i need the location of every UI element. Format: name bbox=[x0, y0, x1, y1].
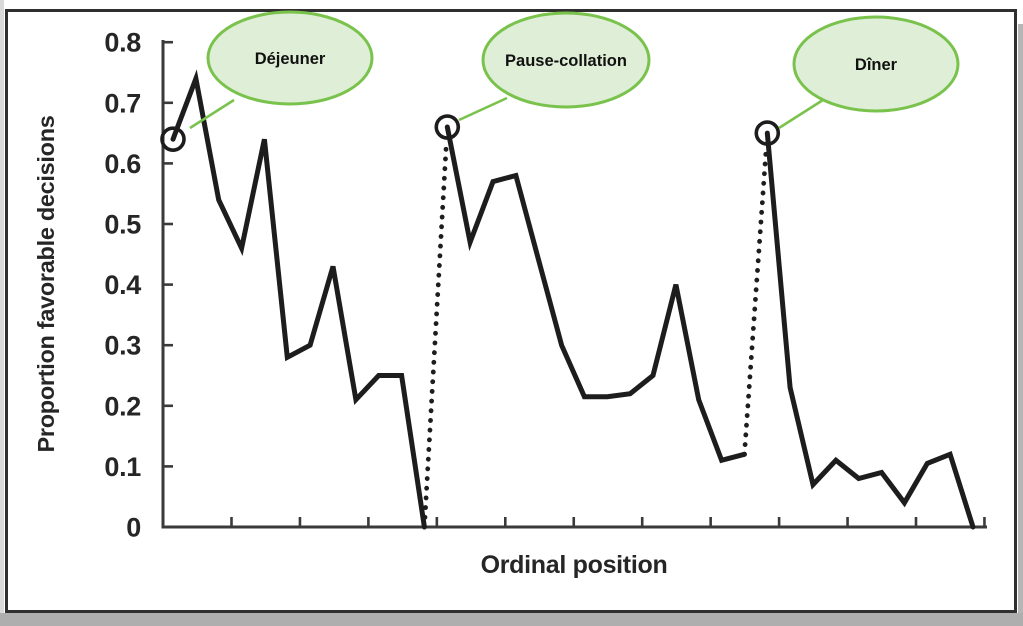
y-tick-label: 0.1 bbox=[104, 452, 141, 482]
y-tick-label: 0.5 bbox=[104, 210, 141, 240]
y-tick-label: 0.2 bbox=[104, 391, 141, 421]
callout-leader-line-3 bbox=[778, 98, 824, 130]
session-line-2 bbox=[444, 124, 747, 464]
session-start-marker-2 bbox=[434, 114, 461, 140]
page-margin-bottom bbox=[0, 613, 1023, 626]
session-start-marker-1 bbox=[160, 126, 186, 152]
session-connector-dotted-2 bbox=[742, 144, 769, 457]
session-start-marker-3 bbox=[754, 120, 781, 146]
session-line-3 bbox=[764, 130, 976, 530]
y-axis-title: Proportion favorable decisions bbox=[33, 115, 59, 452]
callout-ellipse-1 bbox=[206, 10, 374, 106]
session-line-1 bbox=[170, 69, 427, 530]
session-connector-dotted-1 bbox=[422, 138, 449, 530]
y-tick-label: 0.3 bbox=[104, 331, 141, 361]
page-margin-right bbox=[1018, 24, 1023, 626]
y-tick-label: 0.4 bbox=[104, 270, 141, 300]
y-tick-label: 0.8 bbox=[104, 28, 141, 58]
y-tick-label: 0.7 bbox=[104, 88, 141, 118]
y-tick-label: 0.6 bbox=[104, 149, 141, 179]
callout-leader-line-1 bbox=[189, 98, 235, 130]
callout-label-1: Déjeuner bbox=[255, 50, 326, 68]
x-axis-title: Ordinal position bbox=[481, 551, 668, 579]
callout-label-3: Dîner bbox=[855, 56, 898, 74]
y-tick-label: 0 bbox=[126, 513, 141, 543]
callout-ellipse-2 bbox=[481, 11, 651, 109]
callout-leader-line-2 bbox=[458, 96, 508, 122]
page-margin-left bbox=[0, 0, 4, 626]
callout-ellipse-3 bbox=[792, 15, 960, 113]
callout-label-2: Pause-collation bbox=[505, 52, 627, 70]
